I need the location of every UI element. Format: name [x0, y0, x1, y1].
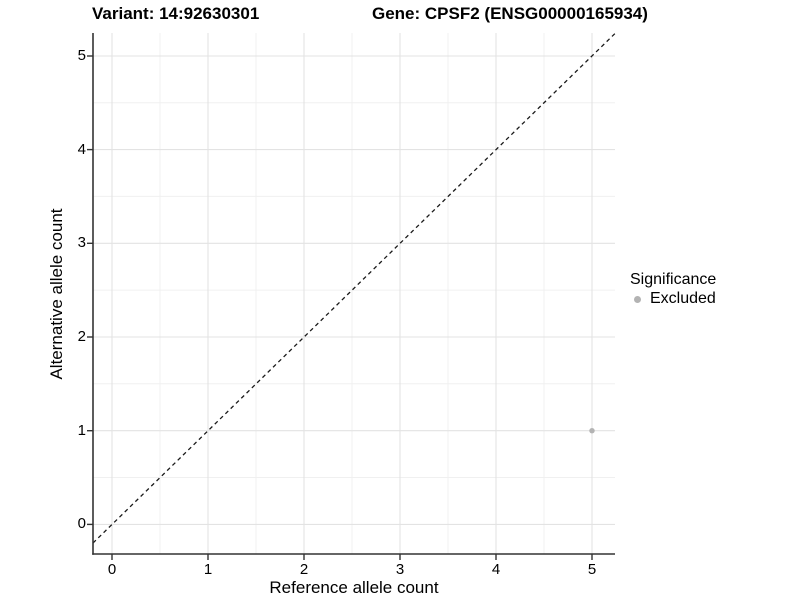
x-tick-label-5: 5 [587, 561, 597, 578]
y-tick-label-2: 2 [77, 328, 86, 345]
y-axis-title: Alternative allele count [47, 208, 66, 380]
x-tick-label-2: 2 [299, 561, 309, 578]
x-axis-title: Reference allele count [269, 578, 439, 597]
tick-marks [87, 55, 593, 560]
x-tick-label-4: 4 [491, 561, 501, 578]
plot-title-gene: Gene: CPSF2 (ENSG00000165934) [372, 4, 648, 23]
y-tick-label-1: 1 [77, 422, 86, 439]
y-tick-label-4: 4 [77, 141, 86, 158]
major-gridlines [93, 33, 615, 554]
legend-label-excluded: Excluded [650, 290, 716, 307]
y-tick-label-0: 0 [77, 515, 86, 532]
x-tick-label-3: 3 [395, 561, 405, 578]
data-point-excluded [589, 428, 595, 434]
y-tick-label-3: 3 [77, 234, 86, 251]
x-tick-label-1: 1 [203, 561, 213, 578]
y-tick-label-5: 5 [77, 47, 86, 64]
identity-reference-line [92, 33, 616, 544]
panel-background [93, 33, 615, 554]
x-tick-label-0: 0 [107, 561, 117, 578]
legend-title: Significance [630, 271, 717, 288]
axis-lines [92, 33, 615, 555]
legend-swatch-excluded-icon [634, 296, 641, 303]
plot-title-variant: Variant: 14:92630301 [92, 4, 260, 23]
minor-gridlines [93, 33, 615, 554]
